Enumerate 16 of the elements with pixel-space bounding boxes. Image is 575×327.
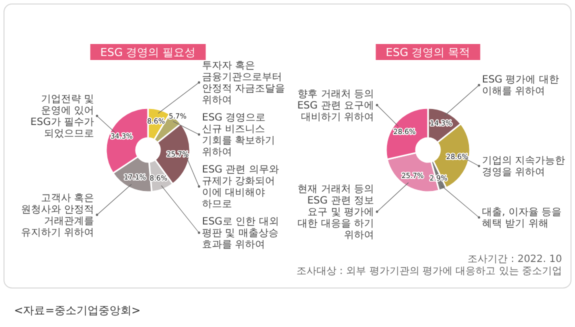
slice-label: 고객사 혹은 원청사와 안정적 거래관계를 유지하기 위하여 (20, 192, 94, 238)
text: 조사대상 : 외부 평가기관의 평가에 대응하고 있는 중소기업 (296, 266, 562, 277)
slice-label: 기업전략 및 운영에 있어 ESG가 필수가 되었으므로 (30, 94, 94, 140)
text: 조사기간 : 2022. 10 (468, 254, 562, 265)
slice-label: ESG 경영으로 신규 비즈니스 기회를 확보하기 위하여 (202, 112, 276, 158)
slice-label: 현재 거래처 등의 ESG 관련 정보 요구 및 평가에 대한 대응을 하기 위하여 (298, 184, 374, 242)
text: <자료=중소기업중앙회> (14, 304, 141, 317)
slice-label: 대출, 이자율 등을 혜택 받기 위해 (482, 206, 562, 230)
slice-label: ESG 평가에 대한 이해를 위하여 (482, 74, 559, 98)
slice-label: 기업의 지속가능한 경영을 위하여 (482, 156, 566, 178)
chart-title: ESG 경영의 목적 (386, 46, 470, 59)
chart-title: ESG 경영의 필요성 (100, 46, 196, 59)
slice-label: ESG 관련 의무와 규제가 강화되어 이에 대비해야 하므로 (202, 164, 279, 210)
slice-label: ESG로 인한 대외 평판 및 매출상승 효과를 위하여 (202, 216, 279, 250)
slice-label: 투자자 혹은 금융기관으로부터 안정적 자금조달을 위하여 (202, 60, 286, 106)
slice-label: 향후 거래처 등의 ESG 관련 요구에 대비하기 위하여 (297, 88, 374, 123)
